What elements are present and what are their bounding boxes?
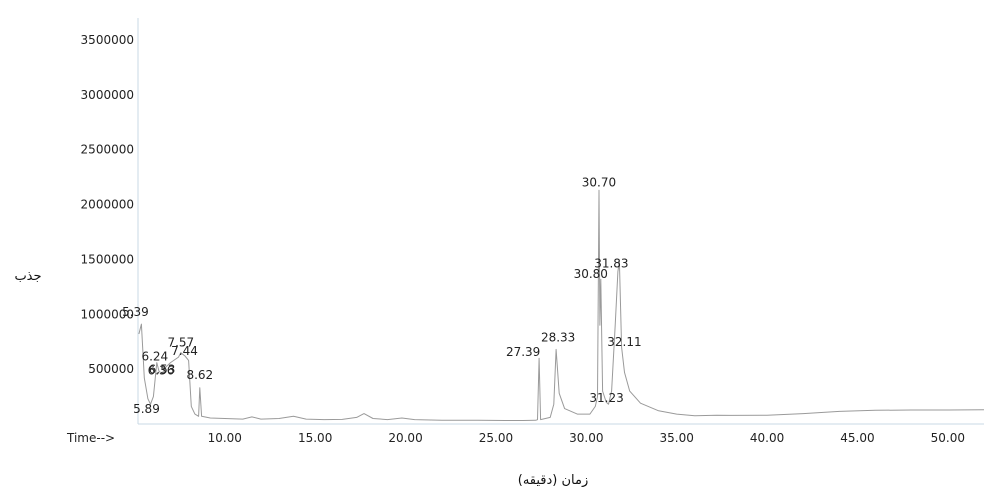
peak-label: 7.44 xyxy=(171,344,198,358)
peak-label: 6.53 xyxy=(149,362,176,376)
peak-label: 31.23 xyxy=(589,391,623,405)
peak-label: 7.57 xyxy=(167,336,194,350)
y-axis-title: جذب xyxy=(14,269,41,284)
chromatogram-line xyxy=(138,189,984,421)
y-tick-label: 1500000 xyxy=(81,252,134,266)
x-axis-prefix: Time--> xyxy=(66,431,115,445)
x-tick-label: 30.00 xyxy=(569,431,603,445)
y-tick-label: 3000000 xyxy=(81,88,134,102)
axes xyxy=(137,18,984,425)
x-tick-label: 35.00 xyxy=(660,431,694,445)
x-tick-label: 10.00 xyxy=(208,431,242,445)
peak-label: 32.11 xyxy=(607,335,641,349)
peak-labels: 5.39 5.89 6.246.366.53 7.447.57 8.62 27.3928.… xyxy=(122,175,642,415)
x-tick-label: 25.00 xyxy=(479,431,513,445)
peak-label: 30.80 xyxy=(574,267,608,281)
peak-label: 8.62 xyxy=(186,368,213,382)
peak-label: 6.24 xyxy=(141,350,168,364)
x-tick-label: 50.00 xyxy=(931,431,965,445)
x-axis-title: زمان (دقیقه) xyxy=(518,473,589,488)
y-tick-label: 2000000 xyxy=(81,198,134,212)
x-tick-label: 15.00 xyxy=(298,431,332,445)
y-tick-label: 500000 xyxy=(88,362,134,376)
y-tick-label: 2500000 xyxy=(81,143,134,157)
x-tick-label: 40.00 xyxy=(750,431,784,445)
peak-label: 31.83 xyxy=(594,257,628,271)
peak-label: 28.33 xyxy=(541,330,575,344)
x-tick-label: 45.00 xyxy=(840,431,874,445)
x-tick-label: 20.00 xyxy=(388,431,422,445)
y-tick-label: 3500000 xyxy=(81,33,134,47)
peak-label: 6.36 xyxy=(148,364,175,378)
y-tick-label: 1000000 xyxy=(81,307,134,321)
peak-label: 27.39 xyxy=(506,345,540,359)
x-tick-labels: 10.00 15.00 20.00 25.00 30.00 35.00 40.00 45.00… xyxy=(208,431,965,445)
peak-label: 30.70 xyxy=(582,175,616,189)
y-tick-labels: 500000 1000000 1500000 2000000 2500000 300000… xyxy=(81,33,134,376)
peak-label: 5.39 xyxy=(122,305,149,319)
peak-label: 5.89 xyxy=(133,402,160,416)
